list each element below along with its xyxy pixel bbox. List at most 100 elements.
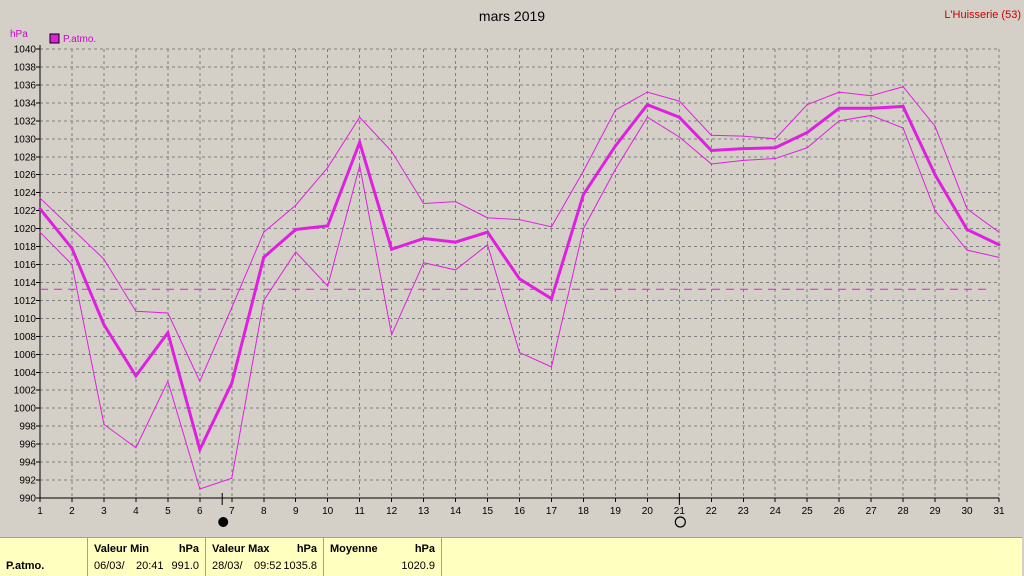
y-tick-label: 1026 — [14, 170, 37, 181]
y-tick-label: 996 — [19, 440, 36, 451]
data-point-moyenne — [677, 115, 681, 119]
data-point-max — [359, 116, 361, 118]
data-point-max — [167, 312, 169, 314]
data-point-moyenne — [709, 148, 713, 152]
y-tick-label: 1040 — [14, 45, 37, 56]
y-tick-label: 1036 — [14, 80, 37, 91]
data-point-max — [295, 204, 297, 206]
x-tick-label: 20 — [642, 506, 654, 517]
min-unit: hPa — [178, 543, 199, 555]
max-date: 28/03/ — [212, 560, 243, 572]
data-point-min — [646, 116, 648, 118]
data-point-max — [774, 138, 776, 140]
data-point-min — [39, 231, 41, 233]
avg-unit: hPa — [414, 543, 435, 555]
stats-row-label: P.atmo. — [6, 560, 45, 572]
data-point-max — [710, 134, 712, 136]
data-point-max — [103, 258, 105, 260]
x-tick-label: 31 — [993, 506, 1005, 517]
y-tick-label: 994 — [19, 458, 36, 469]
data-point-min — [774, 157, 776, 160]
data-point-moyenne — [549, 297, 553, 301]
x-tick-label: 16 — [514, 506, 526, 517]
x-tick-label: 2 — [69, 506, 75, 517]
y-tick-label: 1034 — [14, 98, 37, 109]
data-point-max — [391, 150, 393, 152]
data-point-moyenne — [997, 243, 1001, 247]
max-value: 1035.8 — [283, 560, 317, 572]
data-point-moyenne — [518, 277, 521, 281]
x-tick-label: 9 — [293, 506, 299, 517]
data-point-min — [550, 366, 553, 368]
data-point-moyenne — [965, 227, 969, 231]
new-moon-icon — [218, 517, 229, 527]
data-point-max — [934, 125, 936, 127]
y-tick-label: 1014 — [14, 278, 37, 289]
data-point-min — [678, 136, 680, 138]
y-tick-label: 1038 — [14, 62, 37, 73]
data-point-moyenne — [262, 255, 266, 259]
data-point-max — [646, 91, 648, 93]
x-tick-label: 24 — [770, 506, 782, 517]
stats-panel: P.atmo. Valeur Min hPa 06/03/ 20:41 991.… — [0, 537, 1022, 576]
data-point-max — [327, 166, 329, 169]
data-point-moyenne — [486, 230, 490, 234]
data-point-moyenne — [294, 227, 298, 231]
min-time: 20:41 — [136, 560, 164, 572]
data-point-min — [902, 127, 904, 129]
data-point-max — [231, 307, 233, 309]
y-tick-label: 1028 — [14, 152, 37, 163]
stats-avg-cell: Moyenne hPa 1020.9 — [324, 538, 442, 576]
x-tick-label: 5 — [165, 506, 171, 517]
legend-swatch — [49, 33, 60, 44]
data-point-moyenne — [134, 374, 138, 378]
data-point-min — [295, 251, 297, 253]
data-point-moyenne — [390, 247, 394, 251]
stats-min-cell: Valeur Min hPa 06/03/ 20:41 991.0 — [88, 538, 206, 576]
data-point-min — [359, 165, 361, 167]
x-tick-label: 18 — [578, 506, 590, 517]
x-tick-label: 4 — [133, 506, 139, 517]
x-tick-label: 12 — [386, 506, 398, 517]
data-point-max — [39, 197, 41, 199]
data-point-moyenne — [901, 104, 905, 108]
max-time: 09:52 — [254, 560, 282, 572]
stats-label-cell: P.atmo. — [0, 538, 88, 576]
y-tick-label: 1032 — [14, 116, 37, 127]
data-point-max — [135, 310, 137, 312]
data-point-moyenne — [422, 236, 426, 240]
chart-area: mars 2019 L'Huisserie (53) hPa P.atmo. 9… — [10, 8, 1021, 528]
y-tick-label: 1006 — [14, 350, 37, 361]
data-point-moyenne — [358, 140, 362, 144]
data-point-max — [71, 228, 73, 230]
data-point-moyenne — [645, 103, 649, 107]
data-point-max — [263, 231, 265, 233]
data-point-max — [486, 217, 489, 219]
data-point-max — [550, 226, 553, 228]
data-point-max — [998, 231, 1000, 233]
y-tick-label: 1024 — [14, 188, 37, 199]
y-tick-label: 1010 — [14, 314, 37, 325]
data-point-min — [582, 228, 585, 230]
data-point-moyenne — [805, 131, 809, 135]
data-point-moyenne — [70, 246, 74, 250]
data-point-max — [423, 202, 425, 205]
data-point-min — [71, 263, 73, 266]
data-point-min — [199, 488, 201, 490]
x-tick-label: 21 — [674, 506, 686, 517]
max-unit: hPa — [296, 543, 317, 555]
avg-value: 1020.9 — [401, 560, 435, 572]
data-point-moyenne — [933, 173, 937, 177]
data-point-min — [327, 285, 329, 287]
pressure-chart: mars 2019 L'Huisserie (53) hPa P.atmo. 9… — [10, 8, 1021, 528]
series-group — [38, 86, 1001, 490]
x-tick-label: 22 — [706, 506, 718, 517]
x-tick-label: 25 — [802, 506, 814, 517]
data-point-max — [966, 208, 968, 210]
x-tick-label: 17 — [546, 506, 558, 517]
data-point-min — [263, 299, 265, 302]
x-tick-label: 1 — [37, 506, 43, 517]
x-tick-label: 23 — [738, 506, 750, 517]
data-point-moyenne — [869, 106, 873, 110]
y-tick-label: 998 — [19, 422, 36, 433]
